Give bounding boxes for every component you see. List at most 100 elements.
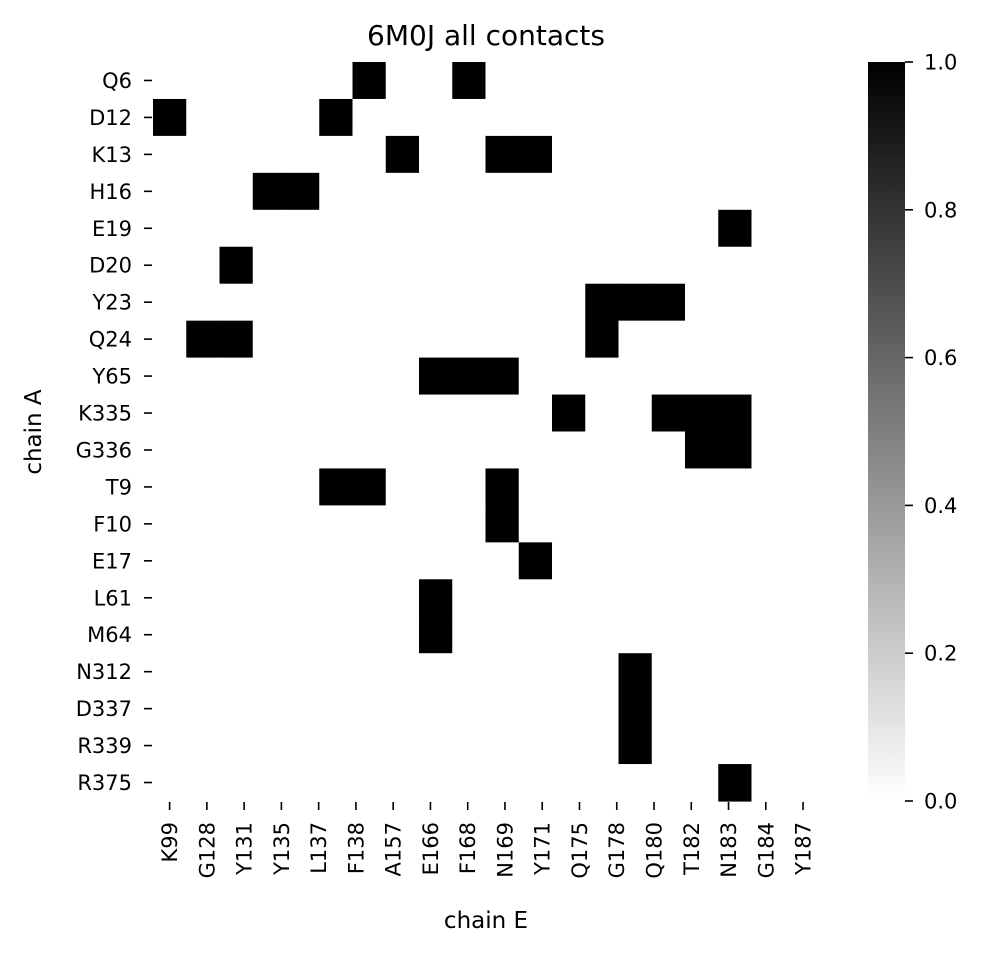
- heatmap-cell: [751, 616, 786, 654]
- heatmap-cell: [485, 135, 520, 174]
- heatmap-cell: [685, 542, 719, 580]
- heatmap-cell: [286, 246, 320, 285]
- heatmap-cell: [651, 764, 686, 802]
- heatmap-cell: [419, 505, 453, 543]
- heatmap-cell: [286, 727, 320, 765]
- heatmap-cell: [718, 357, 753, 396]
- heatmap-cell: [585, 320, 620, 359]
- heatmap-cell: [286, 431, 320, 470]
- heatmap-cell: [385, 172, 420, 211]
- heatmap-cell: [385, 98, 420, 137]
- heatmap-cell: [518, 542, 553, 580]
- heatmap-cell: [618, 394, 653, 433]
- heatmap-cell: [452, 62, 487, 100]
- heatmap-cell: [485, 62, 520, 100]
- heatmap-cell: [518, 394, 553, 433]
- heatmap-cell: [618, 246, 653, 285]
- heatmap-cell: [219, 209, 254, 248]
- heatmap-cell: [153, 468, 187, 506]
- heatmap-cell: [718, 653, 753, 691]
- heatmap-cell: [651, 653, 686, 691]
- heatmap-cell: [485, 357, 520, 396]
- heatmap-cell: [751, 283, 786, 322]
- colorbar-tick-label: 0.4: [924, 494, 957, 518]
- heatmap-cell: [618, 357, 653, 396]
- heatmap-cell: [352, 98, 387, 137]
- heatmap-cell: [518, 727, 553, 765]
- heatmap-cell: [252, 505, 287, 543]
- heatmap-cell: [518, 653, 553, 691]
- heatmap-cell: [419, 690, 453, 728]
- heatmap-cell: [718, 542, 753, 580]
- heatmap-cell: [751, 246, 786, 285]
- heatmap-cell: [385, 727, 420, 765]
- heatmap-cell: [319, 727, 354, 765]
- heatmap-cell: [685, 135, 719, 174]
- y-tick-label: R375: [77, 771, 132, 795]
- heatmap-cell: [618, 653, 653, 691]
- heatmap-cell: [485, 172, 520, 211]
- heatmap-cell: [219, 690, 254, 728]
- heatmap-cell: [718, 98, 753, 137]
- heatmap-cell: [153, 431, 187, 470]
- heatmap-cell: [485, 283, 520, 322]
- heatmap-cell: [651, 320, 686, 359]
- heatmap-cell: [352, 653, 387, 691]
- heatmap-cell: [286, 135, 320, 174]
- heatmap-cell: [419, 98, 453, 137]
- heatmap-cell: [784, 579, 819, 617]
- heatmap-cell: [252, 616, 287, 654]
- y-tick-label: E17: [92, 549, 132, 573]
- heatmap-cell: [518, 357, 553, 396]
- heatmap-cell: [452, 542, 487, 580]
- x-tick-label: Y135: [270, 822, 294, 876]
- heatmap-cell: [685, 431, 719, 470]
- heatmap-cell: [319, 98, 354, 137]
- heatmap-cell: [651, 172, 686, 211]
- heatmap-cell: [352, 764, 387, 802]
- heatmap-cell: [319, 357, 354, 396]
- heatmap-cell: [585, 246, 620, 285]
- heatmap-cell: [685, 98, 719, 137]
- heatmap-cell: [518, 690, 553, 728]
- heatmap-cell: [319, 62, 354, 100]
- heatmap-cell: [385, 616, 420, 654]
- heatmap-cell: [784, 357, 819, 396]
- heatmap-cell: [186, 135, 221, 174]
- heatmap-cell: [585, 542, 620, 580]
- heatmap-cell: [219, 62, 254, 100]
- heatmap-cell: [485, 653, 520, 691]
- colorbar-tick-label: 0.2: [924, 642, 957, 666]
- heatmap-cell: [452, 616, 487, 654]
- heatmap-cell: [618, 320, 653, 359]
- heatmap-cell: [153, 579, 187, 617]
- heatmap-cell: [751, 653, 786, 691]
- heatmap-cell: [718, 172, 753, 211]
- heatmap-cell: [618, 209, 653, 248]
- heatmap-cell: [751, 542, 786, 580]
- heatmap-cell: [153, 505, 187, 543]
- y-tick-label: M64: [87, 623, 132, 647]
- heatmap-cell: [186, 62, 221, 100]
- heatmap-cell: [552, 653, 586, 691]
- heatmap-cell: [252, 468, 287, 506]
- heatmap-cell: [419, 394, 453, 433]
- heatmap-cell: [385, 505, 420, 543]
- heatmap-cell: [618, 727, 653, 765]
- heatmap-cell: [718, 246, 753, 285]
- heatmap-cell: [352, 209, 387, 248]
- heatmap-cell: [651, 209, 686, 248]
- y-tick-label: Y23: [91, 291, 132, 315]
- heatmap-cell: [784, 320, 819, 359]
- heatmap-cell: [319, 616, 354, 654]
- heatmap-cell: [685, 468, 719, 506]
- heatmap-cell: [585, 431, 620, 470]
- heatmap-cell: [186, 246, 221, 285]
- heatmap-cell: [153, 283, 187, 322]
- heatmap-cell: [186, 690, 221, 728]
- heatmap-cell: [186, 468, 221, 506]
- heatmap-cell: [452, 690, 487, 728]
- heatmap-cell: [153, 98, 187, 137]
- heatmap-cell: [552, 283, 586, 322]
- heatmap-cell: [618, 579, 653, 617]
